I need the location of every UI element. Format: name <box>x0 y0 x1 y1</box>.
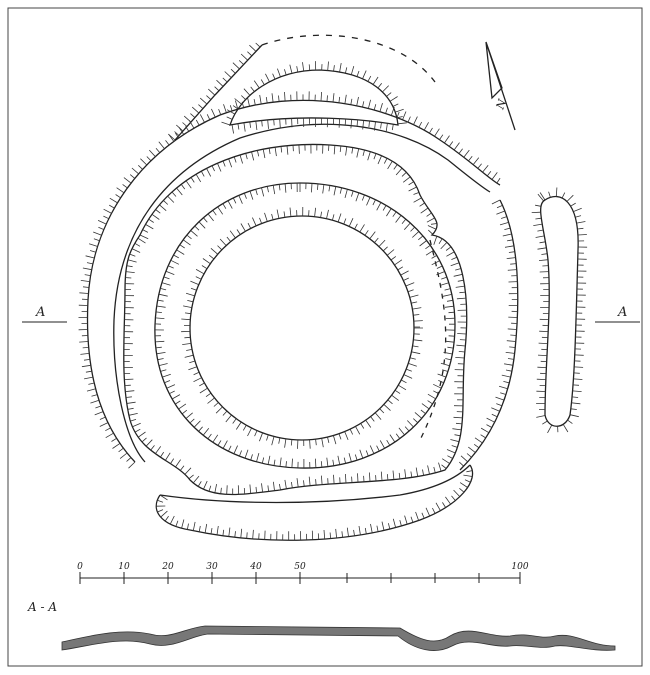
hachure <box>123 144 467 495</box>
dashed-contour <box>261 34 436 83</box>
scale-tick-label: 20 <box>161 562 174 572</box>
profile-label: A - A <box>27 600 57 614</box>
scale-tick-label: 50 <box>294 562 306 572</box>
scale-tick-label: 0 <box>77 562 83 572</box>
outer-contour <box>86 99 501 463</box>
dashed-contour <box>419 239 447 441</box>
north-crescent <box>229 69 399 126</box>
scale-tick-label: 30 <box>206 562 218 572</box>
south-contour-inner <box>159 464 471 504</box>
profile-section <box>61 625 616 651</box>
frame <box>7 7 643 667</box>
hachure <box>459 199 518 467</box>
hachure <box>221 61 407 134</box>
northwest-edge <box>174 44 263 141</box>
arrow <box>485 41 516 131</box>
outer-contour-inner <box>113 123 491 463</box>
contours <box>78 34 588 541</box>
scale-minor-ticks <box>346 573 480 583</box>
hachure <box>531 187 588 434</box>
hachure <box>181 206 423 449</box>
east-mound <box>540 195 579 427</box>
bank-contour-outer <box>123 143 468 496</box>
bank-contour <box>154 182 456 469</box>
hachure <box>156 470 473 541</box>
scale-tick-label: 10 <box>118 562 130 572</box>
scale-tick-label: 100 <box>511 562 528 572</box>
hachure <box>78 91 501 469</box>
south-contour <box>155 464 474 541</box>
section-label: A <box>35 305 45 320</box>
hachure <box>168 42 261 141</box>
scale-tick-label: 40 <box>249 562 262 572</box>
north-label: N <box>493 97 509 112</box>
north-arrow: N <box>485 41 516 131</box>
scale-bar: 0 10 20 30 40 50 100 <box>77 562 529 584</box>
inner-contour <box>189 215 415 441</box>
section-label: A <box>617 305 627 320</box>
hachure <box>154 182 455 469</box>
